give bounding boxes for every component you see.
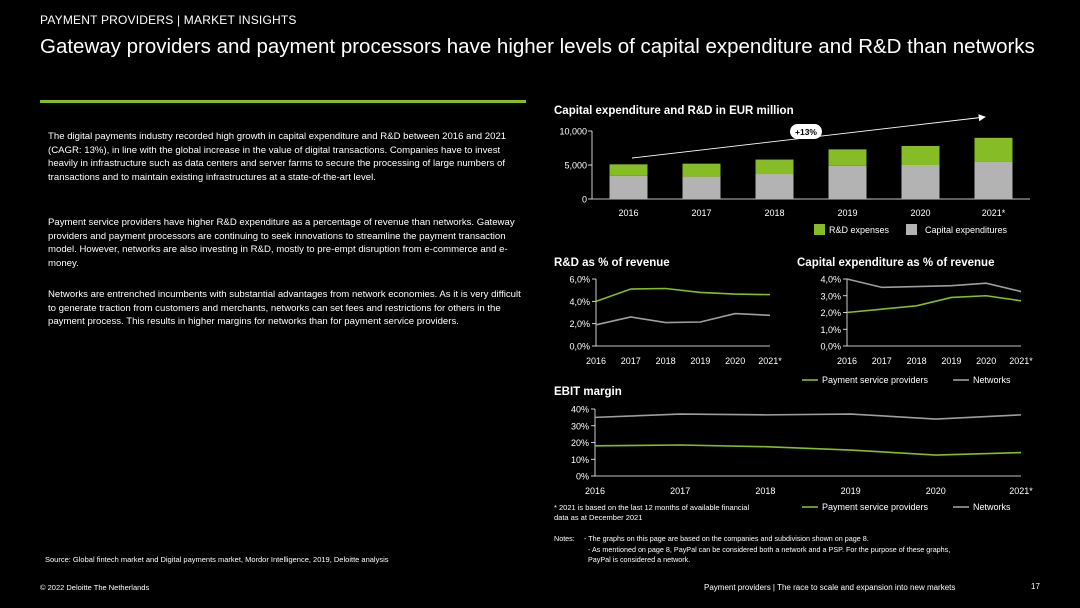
rnd-pct-y-tick: 4,0%	[569, 297, 590, 307]
cagr-badge	[790, 124, 822, 139]
footnote-line-1: * 2021 is based on the last 12 months of…	[554, 503, 750, 512]
capex-pct-chart: 4,0% 3,0% 2,0% 1,0% 0,0% 2016 2017 2018 2019 2020…	[820, 275, 1033, 367]
ebit-y-tick: 0%	[576, 472, 589, 482]
capex-rnd-bars	[609, 137, 1013, 199]
rnd-pct-x-label: 2020	[725, 356, 745, 366]
capex-pct-y-tick: 3,0%	[820, 291, 841, 301]
rnd-pct-x-label: 2017	[621, 356, 641, 366]
capex-bar-segment	[901, 165, 940, 199]
capex-pct-y-tick: 4,0%	[820, 275, 841, 285]
legend-label-networks: Networks	[973, 375, 1011, 385]
rnd-bar-segment	[682, 163, 721, 177]
capex-bar-segment	[682, 176, 721, 199]
ebit-x-label: 2018	[755, 486, 775, 496]
capex-pct-x-label: 2021*	[1009, 356, 1033, 366]
ebit-legend-label-networks: Networks	[973, 502, 1011, 512]
capex-pct-chart-title: Capital expenditure as % of revenue	[797, 257, 994, 269]
ebit-y-tick: 10%	[571, 455, 589, 465]
capex-rnd-x-label: 2016	[618, 208, 638, 218]
ebit-x-label: 2020	[926, 486, 946, 496]
page-title: Gateway providers and payment processors…	[40, 35, 1035, 58]
page-number: 17	[1031, 582, 1040, 591]
capex-rnd-y-axis: 10,000 5,000 0	[559, 127, 593, 205]
title-underline	[40, 100, 526, 103]
rnd-pct-y-tick: 2,0%	[569, 319, 590, 329]
notes-line-1: - The graphs on this page are based on t…	[584, 534, 869, 543]
rnd-pct-chart-title: R&D as % of revenue	[554, 257, 670, 269]
capex-pct-x-label: 2016	[837, 356, 857, 366]
capex-bar-segment	[755, 173, 794, 199]
ebit-y-tick: 30%	[571, 421, 589, 431]
rnd-pct-x-label: 2018	[656, 356, 676, 366]
rnd-pct-y-tick: 6,0%	[569, 275, 590, 285]
rnd-bar-segment	[609, 164, 648, 176]
capex-bar-segment	[828, 165, 867, 199]
legend-swatch-rnd-expenses	[814, 224, 825, 235]
rnd-pct-x-label: 2019	[690, 356, 710, 366]
legend-label-capital-expenditures: Capital expenditures	[925, 225, 1008, 235]
capex-rnd-x-labels: 2016 2017 2018 2019 2020 2021*	[618, 208, 1005, 218]
ebit-networks-line	[594, 413, 1022, 420]
rnd-bar-segment	[901, 145, 940, 165]
capex-rnd-x-label: 2020	[910, 208, 930, 218]
copyright: © 2022 Deloitte The Netherlands	[40, 583, 150, 592]
rnd-bar-segment	[974, 137, 1013, 162]
rnd-bar-segment	[828, 149, 867, 166]
capex-pct-y-tick: 1,0%	[820, 325, 841, 335]
body-paragraph-2: Payment service providers have higher R&…	[48, 217, 515, 269]
notes-label: Notes:	[554, 534, 575, 543]
ebit-psp-line	[594, 444, 1022, 456]
capex-rnd-chart-title: Capital expenditure and R&D in EUR milli…	[554, 105, 794, 117]
capex-rnd-y-tick: 0	[582, 195, 587, 205]
ebit-x-label: 2017	[670, 486, 690, 496]
ebit-legend-label-psp: Payment service providers	[822, 502, 929, 512]
capex-pct-x-label: 2020	[976, 356, 996, 366]
capex-rnd-x-label: 2018	[764, 208, 784, 218]
rnd-pct-chart: 6,0% 4,0% 2,0% 0,0% 2016 2017 2018 2019 2020 2021…	[569, 275, 782, 367]
capex-bar-segment	[974, 161, 1013, 199]
capex-rnd-x-label: 2019	[837, 208, 857, 218]
capex-pct-psp-line	[846, 294, 1022, 314]
legend-label-rnd-expenses: R&D expenses	[829, 225, 890, 235]
capex-rnd-y-tick: 5,000	[564, 161, 587, 171]
notes-line-2: - As mentioned on page 8, PayPal can be …	[588, 544, 951, 554]
footnote: * 2021 is based on the last 12 months of…	[554, 503, 794, 523]
footer-title: Payment providers | The race to scale an…	[704, 583, 956, 592]
capex-rnd-x-label: 2021*	[982, 208, 1006, 218]
rnd-pct-networks-line	[595, 312, 771, 326]
notes-line-3: PayPal is considered a network.	[588, 555, 691, 564]
capex-bar-segment	[609, 175, 648, 199]
ebit-chart: 40% 30% 20% 10% 0% 2016 2017 2018 2019 2020 2021*	[571, 405, 1033, 497]
section-kicker: PAYMENT PROVIDERS | MARKET INSIGHTS	[40, 13, 297, 27]
capex-pct-x-label: 2019	[941, 356, 961, 366]
rnd-pct-psp-line	[595, 287, 771, 303]
ebit-x-label: 2019	[841, 486, 861, 496]
capex-pct-x-label: 2017	[872, 356, 892, 366]
source-note: Source: Global fintech market and Digita…	[45, 555, 389, 564]
ebit-x-label: 2016	[585, 486, 605, 496]
ebit-x-label: 2021*	[1009, 486, 1033, 496]
notes: Notes: - The graphs on this page are base…	[554, 534, 1054, 566]
cagr-badge-label: +13%	[795, 127, 817, 137]
ebit-chart-title: EBIT margin	[554, 386, 622, 398]
legend-swatch-capital-expenditures	[906, 224, 917, 235]
capex-pct-x-label: 2018	[907, 356, 927, 366]
capex-pct-y-tick: 2,0%	[820, 308, 841, 318]
rnd-pct-x-label: 2021*	[758, 356, 782, 366]
rnd-pct-y-tick: 0,0%	[569, 342, 590, 352]
footnote-line-2: data as at December 2021	[554, 513, 643, 522]
ebit-y-tick: 40%	[571, 405, 589, 415]
body-paragraph-1: The digital payments industry recorded h…	[48, 131, 507, 183]
ebit-y-tick: 20%	[571, 438, 589, 448]
rnd-bar-segment	[755, 159, 794, 174]
capex-rnd-y-tick: 10,000	[559, 127, 587, 137]
capex-pct-y-tick: 0,0%	[820, 342, 841, 352]
capex-rnd-x-label: 2017	[691, 208, 711, 218]
legend-label-psp: Payment service providers	[822, 375, 929, 385]
rnd-pct-x-label: 2016	[586, 356, 606, 366]
capex-pct-networks-line	[846, 278, 1022, 293]
body-paragraph-3: Networks are entrenched incumbents with …	[48, 289, 521, 327]
